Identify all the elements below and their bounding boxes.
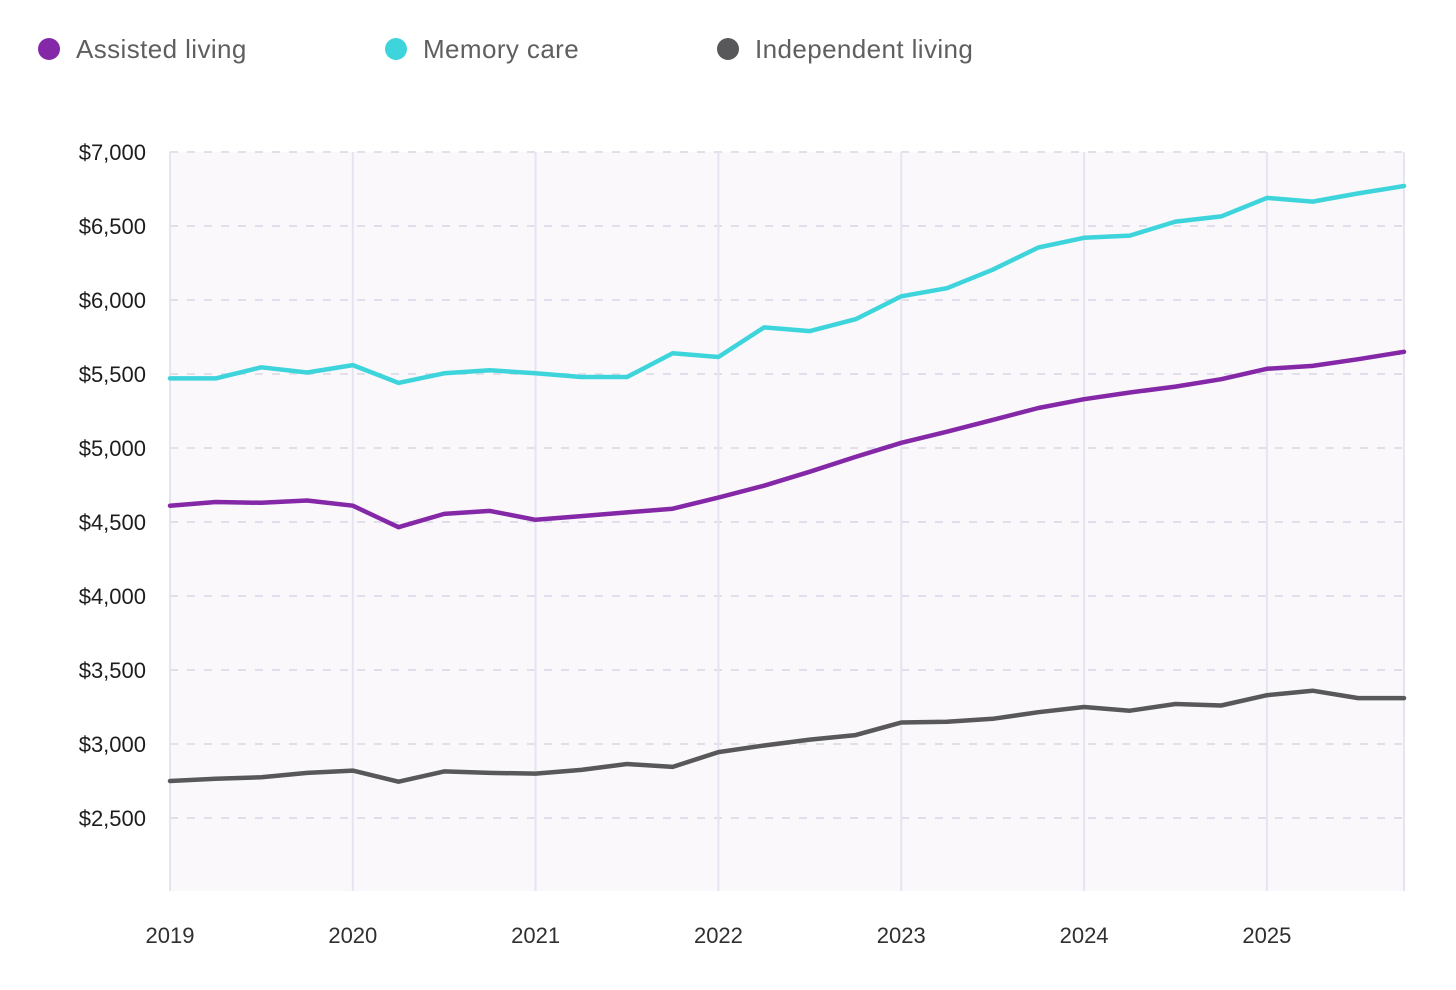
series-line-independent-living: [167, 688, 1407, 784]
series-line-assisted-living: [167, 349, 1407, 530]
legend-label-independent-living: Independent living: [755, 33, 974, 64]
x-tick-label: 2019: [146, 923, 195, 948]
y-tick-label: $2,500: [79, 806, 146, 831]
x-tick-label: 2023: [877, 923, 926, 948]
series-line-memory-care: [167, 183, 1407, 386]
legend-dot-memory-care: [385, 38, 407, 60]
y-tick-label: $5,500: [79, 362, 146, 387]
x-tick-label: 2022: [694, 923, 743, 948]
legend-item-memory-care[interactable]: Memory care: [385, 33, 579, 65]
legend-item-independent-living[interactable]: Independent living: [717, 33, 973, 65]
y-tick-label: $3,000: [79, 732, 146, 757]
legend-item-assisted-living[interactable]: Assisted living: [38, 33, 247, 65]
x-tick-label: 2024: [1060, 923, 1109, 948]
x-tick-label: 2025: [1242, 923, 1291, 948]
y-tick-label: $5,000: [79, 436, 146, 461]
legend-label-assisted-living: Assisted living: [76, 33, 247, 64]
y-tick-label: $3,500: [79, 658, 146, 683]
legend-dot-assisted-living: [38, 38, 60, 60]
y-tick-label: $7,000: [79, 140, 146, 165]
y-tick-label: $6,500: [79, 214, 146, 239]
x-tick-label: 2020: [328, 923, 377, 948]
legend-label-memory-care: Memory care: [423, 33, 580, 64]
y-tick-label: $6,000: [79, 288, 146, 313]
legend: Assisted living Memory care Independent …: [0, 33, 1456, 65]
legend-dot-independent-living: [717, 38, 739, 60]
y-tick-label: $4,000: [79, 584, 146, 609]
y-tick-label: $4,500: [79, 510, 146, 535]
x-tick-label: 2021: [511, 923, 560, 948]
